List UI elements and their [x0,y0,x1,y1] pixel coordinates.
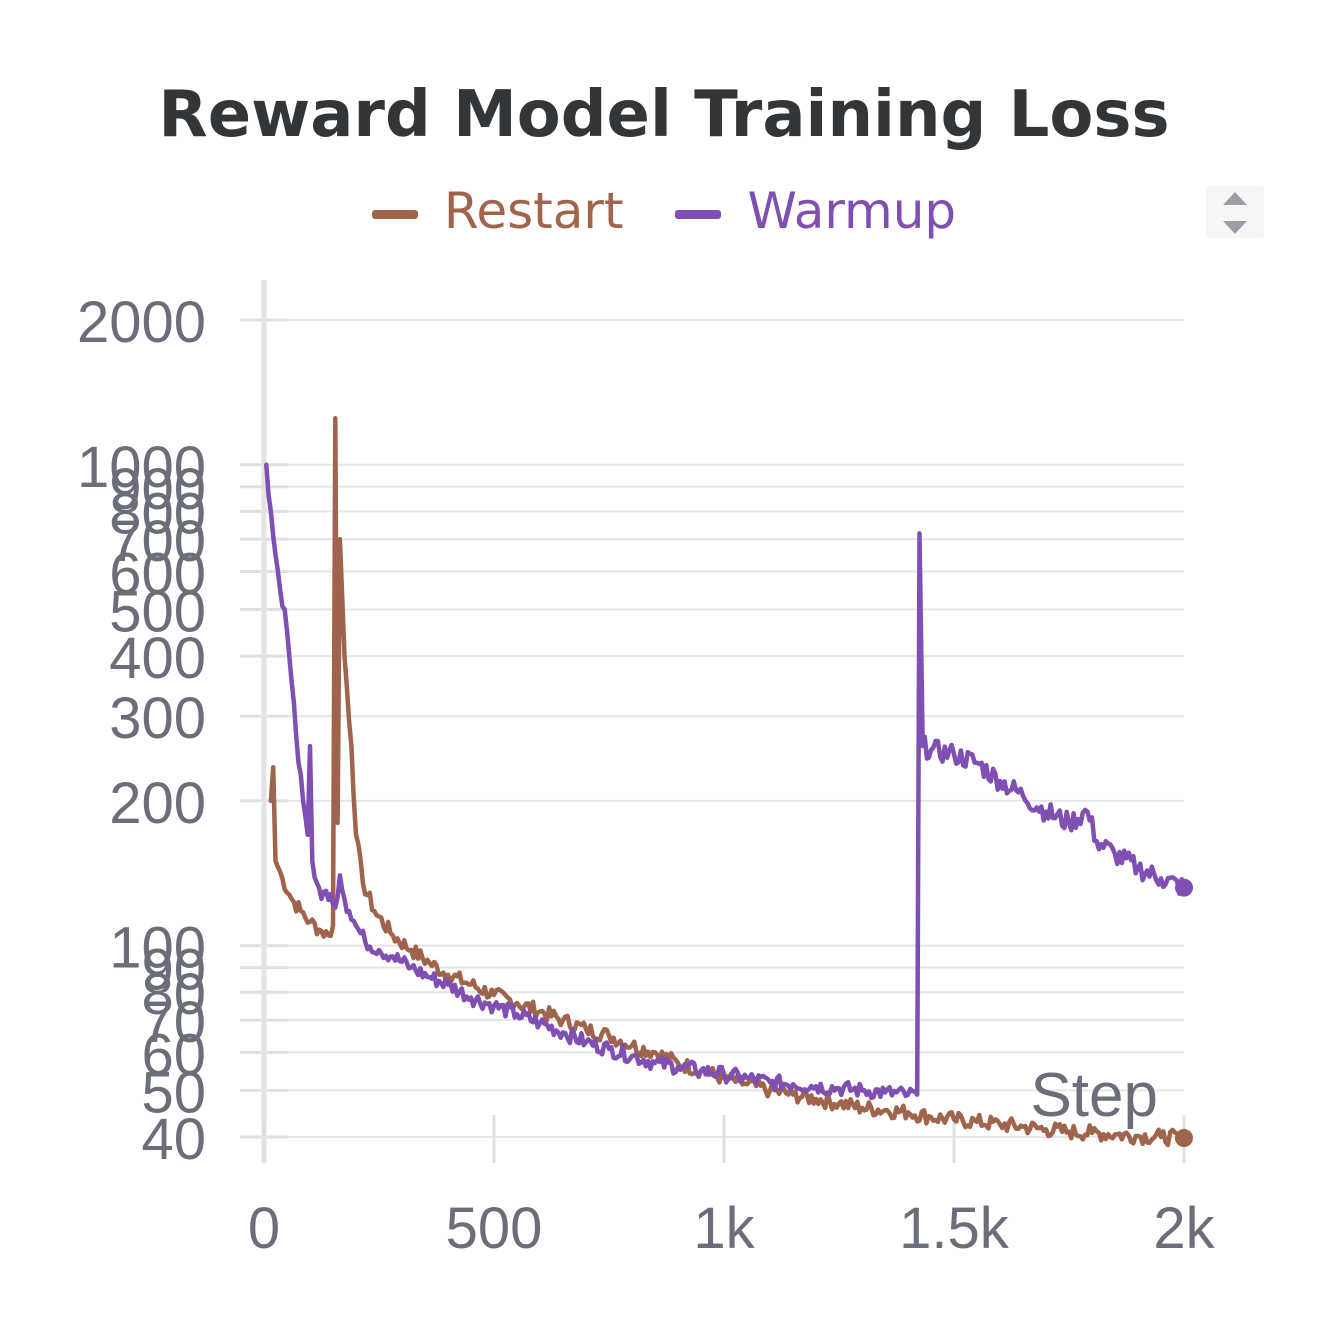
series-layer [264,415,1193,1148]
chart-title: Reward Model Training Loss [158,78,1170,152]
legend: Restart Warmup [0,182,1328,240]
y-tick-label: 70 [141,990,206,1055]
y-tick-label: 60 [141,1022,206,1087]
grid-layer [240,319,1184,1138]
y-tick-label: 400 [109,626,206,691]
series-line-restart[interactable] [268,415,1187,1148]
x-axis-label: Step [1030,1061,1158,1130]
x-tick-label: 1k [693,1196,755,1261]
legend-label-warmup: Warmup [747,182,957,240]
series-endpoint-restart[interactable] [1175,1129,1193,1148]
y-tick-label: 80 [141,962,206,1027]
x-tick-label: 2k [1153,1196,1215,1261]
series-endpoint-warmup[interactable] [1175,878,1193,897]
label-layer: 4050607080901002003004005006007008009001… [77,290,1216,1261]
y-tick-label: 40 [141,1107,206,1172]
y-tick-label: 600 [109,541,206,606]
y-tick-label: 800 [109,481,206,546]
series-line-warmup[interactable] [264,462,1187,1101]
y-tick-label: 1000 [77,435,206,500]
legend-item-restart[interactable]: Restart [371,182,624,240]
y-tick-label: 500 [109,580,206,645]
triangle-up-icon[interactable] [1223,192,1247,205]
x-tick-label: 1.5k [899,1196,1010,1261]
y-tick-label: 300 [109,686,206,751]
y-tick-label: 200 [109,771,206,836]
axis-layer [240,280,1186,1163]
legend-item-warmup[interactable]: Warmup [675,182,956,240]
y-tick-label: 100 [109,916,206,981]
y-tick-label: 50 [141,1060,206,1125]
x-tick-label: 500 [446,1196,543,1261]
legend-scroll-control[interactable] [1206,186,1264,238]
triangle-down-icon[interactable] [1223,221,1247,234]
x-tick-label: 0 [248,1196,280,1261]
y-tick-label: 700 [109,509,206,574]
y-tick-label: 2000 [77,290,206,355]
legend-label-restart: Restart [443,182,624,240]
legend-swatch-restart [371,210,418,219]
legend-swatch-warmup [675,210,722,219]
y-tick-label: 90 [141,938,206,1003]
y-tick-label: 900 [109,457,206,522]
